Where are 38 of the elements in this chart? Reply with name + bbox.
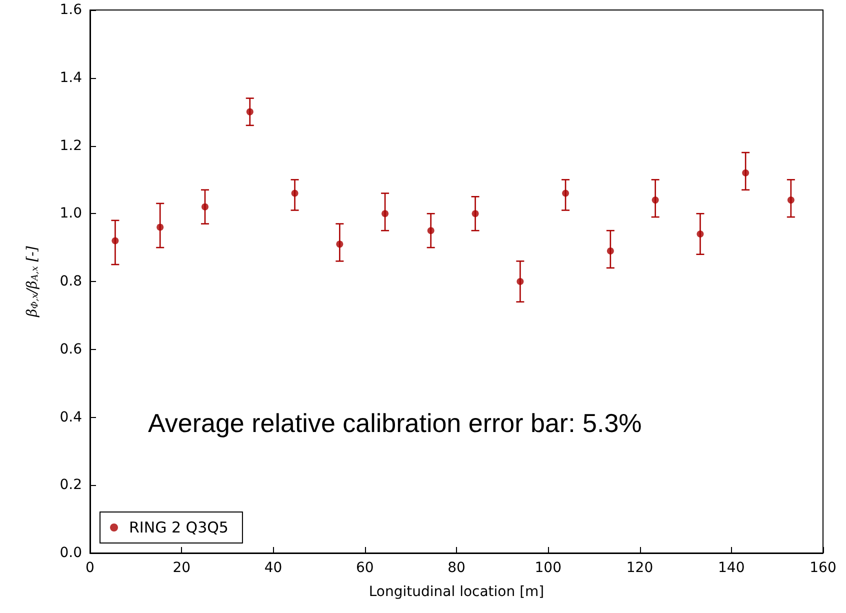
x-tick-label: 120 bbox=[626, 560, 654, 576]
legend-label: RING 2 Q3Q5 bbox=[129, 518, 228, 536]
point bbox=[382, 210, 389, 218]
x-tick-label: 60 bbox=[356, 560, 374, 576]
annotation: Average relative calibration error bar: 5.3% bbox=[148, 408, 642, 438]
y-tick-label: 1.4 bbox=[60, 70, 82, 86]
y-tick-label: 0.2 bbox=[60, 477, 82, 494]
point bbox=[516, 278, 524, 285]
point bbox=[246, 108, 254, 116]
x-axis-title: Longitudinal location [m] bbox=[368, 584, 544, 600]
point bbox=[562, 190, 570, 197]
x-tick-label: 140 bbox=[718, 560, 745, 576]
y-tick-label: 1.0 bbox=[60, 206, 82, 222]
y-tick-label: 0.8 bbox=[60, 274, 82, 290]
point bbox=[427, 227, 434, 234]
x-tick-label: 0 bbox=[86, 560, 94, 576]
point bbox=[606, 247, 614, 254]
point bbox=[291, 190, 298, 197]
point bbox=[787, 196, 794, 204]
x-tick-label: 160 bbox=[810, 560, 836, 576]
x-tick-label: 40 bbox=[264, 560, 282, 576]
y-axis-title: βΦ,x/βA,x [-] bbox=[24, 246, 40, 318]
y-tick-label: 0.0 bbox=[60, 545, 82, 561]
y-tick-label: 1.6 bbox=[60, 2, 82, 18]
x-tick-label: 100 bbox=[534, 560, 562, 576]
point bbox=[156, 224, 164, 231]
x-tick-label: 20 bbox=[172, 560, 191, 576]
point bbox=[652, 196, 659, 204]
y-tick-label: 0.4 bbox=[60, 409, 82, 426]
point bbox=[742, 169, 750, 176]
x-tick-label: 80 bbox=[448, 560, 466, 576]
point bbox=[696, 230, 704, 238]
y-tick-label: 1.2 bbox=[60, 138, 82, 154]
point bbox=[336, 240, 344, 248]
point bbox=[112, 237, 119, 244]
point bbox=[201, 203, 208, 210]
y-tick-label: 0.6 bbox=[60, 341, 82, 358]
point bbox=[472, 210, 479, 218]
